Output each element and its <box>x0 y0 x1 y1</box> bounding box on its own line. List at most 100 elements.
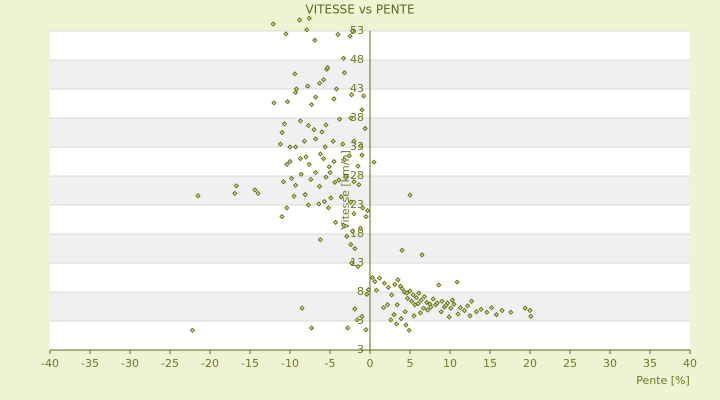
data-point <box>416 290 422 296</box>
data-point <box>312 169 319 176</box>
data-point <box>277 141 284 147</box>
data-point <box>233 183 240 189</box>
data-point <box>363 213 369 220</box>
data-point <box>330 138 336 144</box>
data-point <box>327 169 333 176</box>
data-point <box>484 309 490 315</box>
data-point <box>326 164 332 170</box>
data-point <box>388 317 394 323</box>
data-point <box>404 290 410 296</box>
data-point <box>312 94 319 100</box>
data-point <box>302 191 308 198</box>
x-axis-label: Pente [%] <box>636 374 690 387</box>
data-point <box>417 310 424 316</box>
data-point <box>320 155 327 162</box>
x-tick-label: 5 <box>407 357 414 370</box>
data-point <box>528 313 534 319</box>
data-point <box>291 193 297 199</box>
data-point <box>359 107 365 113</box>
data-point <box>436 282 442 288</box>
data-point <box>359 313 365 319</box>
y-axis-label: Vitesse [km/h] <box>339 150 352 230</box>
data-point <box>336 177 342 183</box>
data-point <box>351 138 357 144</box>
data-point <box>280 179 287 185</box>
data-point <box>424 307 431 313</box>
x-tick-label: 10 <box>443 357 457 370</box>
data-point <box>297 155 304 162</box>
data-point <box>325 205 332 211</box>
data-point <box>340 141 346 147</box>
data-point <box>298 171 304 177</box>
data-point <box>372 278 378 285</box>
data-point <box>351 179 357 185</box>
data-point <box>255 190 261 197</box>
data-point <box>341 70 348 76</box>
data-point <box>355 163 361 169</box>
data-point <box>388 292 395 298</box>
chart-title: VITESSE vs PENTE <box>305 3 414 17</box>
data-point <box>355 263 361 270</box>
data-point <box>392 281 398 288</box>
data-point <box>411 313 417 319</box>
data-point <box>394 302 400 308</box>
data-point <box>279 213 285 220</box>
data-point <box>448 305 454 311</box>
data-point <box>373 287 380 293</box>
data-point <box>344 233 350 239</box>
data-point <box>195 193 201 199</box>
x-tick-label: 35 <box>643 357 657 370</box>
data-point <box>305 202 312 208</box>
data-point <box>303 154 309 160</box>
data-point <box>349 28 356 34</box>
data-point <box>464 303 471 309</box>
data-point <box>252 187 258 193</box>
data-point <box>351 211 357 217</box>
data-point <box>317 151 324 157</box>
data-point <box>312 37 318 43</box>
data-point <box>335 31 341 38</box>
x-tick-label: 15 <box>483 357 497 370</box>
data-point <box>407 192 413 198</box>
data-point <box>404 295 411 302</box>
y-tick-label: 48 <box>350 53 364 66</box>
x-tick-label: -5 <box>325 357 336 370</box>
data-point <box>287 144 293 150</box>
data-point <box>292 144 299 150</box>
data-point <box>457 305 464 311</box>
data-point <box>284 99 291 105</box>
y-tick-label: 53 <box>350 24 364 37</box>
data-point <box>304 27 310 33</box>
y-tick-label: 38 <box>350 111 364 124</box>
y-tick-label: 13 <box>350 256 364 269</box>
data-point <box>527 307 533 314</box>
data-point <box>343 173 349 179</box>
data-point <box>288 175 295 181</box>
data-point <box>328 195 334 201</box>
data-point <box>316 80 323 86</box>
data-point <box>522 305 528 311</box>
data-point <box>348 199 354 205</box>
data-point <box>292 89 299 96</box>
x-tick-label: 0 <box>367 357 374 370</box>
x-tick-label: 20 <box>523 357 537 370</box>
data-point <box>412 302 418 308</box>
data-point <box>376 275 383 281</box>
x-tick-label: -40 <box>41 357 59 370</box>
data-point <box>284 205 290 211</box>
data-point <box>348 241 354 248</box>
data-point <box>306 161 312 168</box>
data-point <box>402 309 408 315</box>
data-point <box>232 190 238 197</box>
data-point <box>473 309 480 315</box>
data-point <box>413 295 420 301</box>
x-tick-label: 30 <box>603 357 617 370</box>
data-point <box>357 225 364 231</box>
data-point <box>424 299 430 306</box>
data-point <box>410 292 416 298</box>
data-point <box>451 301 457 307</box>
data-point <box>393 321 400 327</box>
data-point <box>354 317 360 323</box>
data-point <box>284 161 290 168</box>
